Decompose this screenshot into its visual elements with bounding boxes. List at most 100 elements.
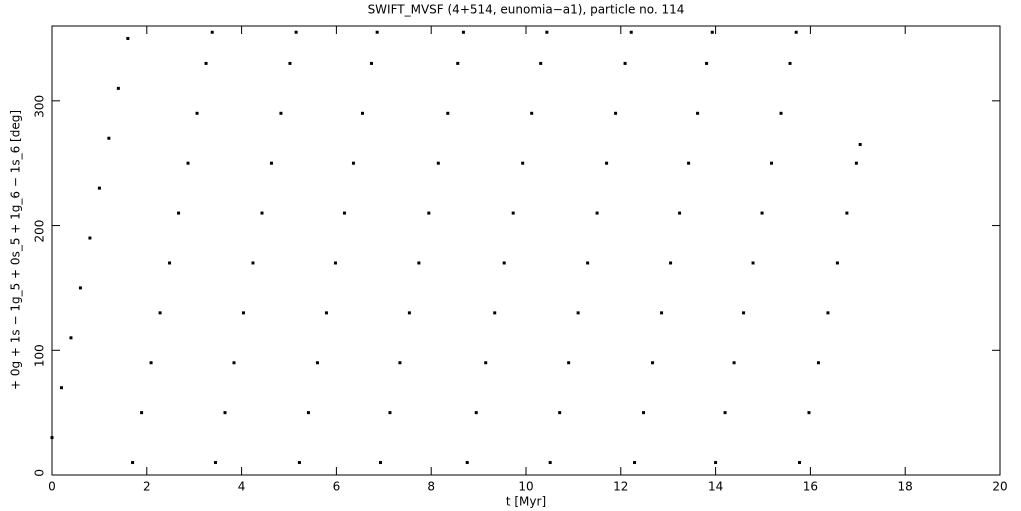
point: [687, 161, 691, 165]
y-tick-label: 100: [33, 344, 47, 367]
point: [614, 111, 618, 115]
point: [858, 142, 862, 146]
point: [854, 161, 858, 165]
point: [78, 286, 82, 290]
point: [436, 161, 440, 165]
point: [360, 111, 364, 115]
point: [797, 461, 801, 465]
point: [545, 30, 549, 34]
point: [710, 30, 714, 34]
point: [446, 111, 450, 115]
x-tick-label: 14: [708, 480, 723, 494]
point: [696, 111, 700, 115]
point: [539, 61, 543, 65]
point: [427, 211, 431, 215]
point: [59, 386, 63, 390]
x-tick-label: 4: [238, 480, 246, 494]
point: [342, 211, 346, 215]
x-tick-label: 18: [898, 480, 913, 494]
point: [751, 261, 755, 265]
point: [558, 411, 562, 415]
point: [633, 461, 637, 465]
point: [131, 461, 135, 465]
point: [294, 30, 298, 34]
x-tick-label: 0: [48, 480, 56, 494]
x-tick-label: 12: [613, 480, 628, 494]
x-tick-label: 8: [427, 480, 435, 494]
point: [779, 111, 783, 115]
x-tick-label: 6: [333, 480, 341, 494]
point: [567, 361, 571, 365]
point: [269, 161, 273, 165]
point: [232, 361, 236, 365]
point: [177, 211, 181, 215]
point: [88, 236, 92, 240]
point: [714, 461, 718, 465]
point: [595, 211, 599, 215]
point: [484, 361, 488, 365]
point: [241, 311, 245, 315]
point: [107, 136, 111, 140]
point: [770, 161, 774, 165]
point: [465, 461, 469, 465]
point: [333, 261, 337, 265]
point: [723, 411, 727, 415]
point: [288, 61, 292, 65]
y-tick-label: 0: [33, 469, 47, 477]
point: [116, 86, 120, 90]
x-tick-label: 10: [518, 480, 533, 494]
point: [407, 311, 411, 315]
point: [375, 30, 379, 34]
point: [502, 261, 506, 265]
point: [158, 311, 162, 315]
point: [369, 61, 373, 65]
point: [351, 161, 355, 165]
point: [760, 211, 764, 215]
point: [530, 111, 534, 115]
point: [605, 161, 609, 165]
point: [835, 261, 839, 265]
chart-title: SWIFT_MVSF (4+514, eunomia−a1), particle…: [368, 3, 685, 17]
x-tick-label: 20: [992, 480, 1007, 494]
point: [521, 161, 525, 165]
point: [210, 30, 214, 34]
point: [511, 211, 515, 215]
point: [474, 411, 478, 415]
x-tick-label: 16: [803, 480, 818, 494]
point: [576, 311, 580, 315]
point: [660, 311, 664, 315]
point: [195, 111, 199, 115]
y-axis-label: + 0g + 1s − 1g_5 + 0s_5 + 1g_6 − 1s_6 [d…: [9, 110, 23, 390]
point: [669, 261, 673, 265]
point: [50, 436, 54, 440]
point: [378, 461, 382, 465]
point: [260, 211, 264, 215]
point: [324, 311, 328, 315]
point: [678, 211, 682, 215]
point: [97, 186, 101, 190]
point: [168, 261, 172, 265]
point: [826, 311, 830, 315]
point: [742, 311, 746, 315]
point: [807, 411, 811, 415]
point: [629, 30, 633, 34]
point: [149, 361, 153, 365]
point: [315, 361, 319, 365]
point: [223, 411, 227, 415]
point: [623, 61, 627, 65]
point: [186, 161, 190, 165]
point: [417, 261, 421, 265]
point: [651, 361, 655, 365]
point: [794, 30, 798, 34]
point: [398, 361, 402, 365]
point: [69, 336, 73, 340]
point: [705, 61, 709, 65]
x-tick-label: 2: [143, 480, 151, 494]
point: [586, 261, 590, 265]
point: [297, 461, 301, 465]
y-tick-label: 200: [33, 220, 47, 243]
point: [456, 61, 460, 65]
point: [845, 211, 849, 215]
point: [461, 30, 465, 34]
